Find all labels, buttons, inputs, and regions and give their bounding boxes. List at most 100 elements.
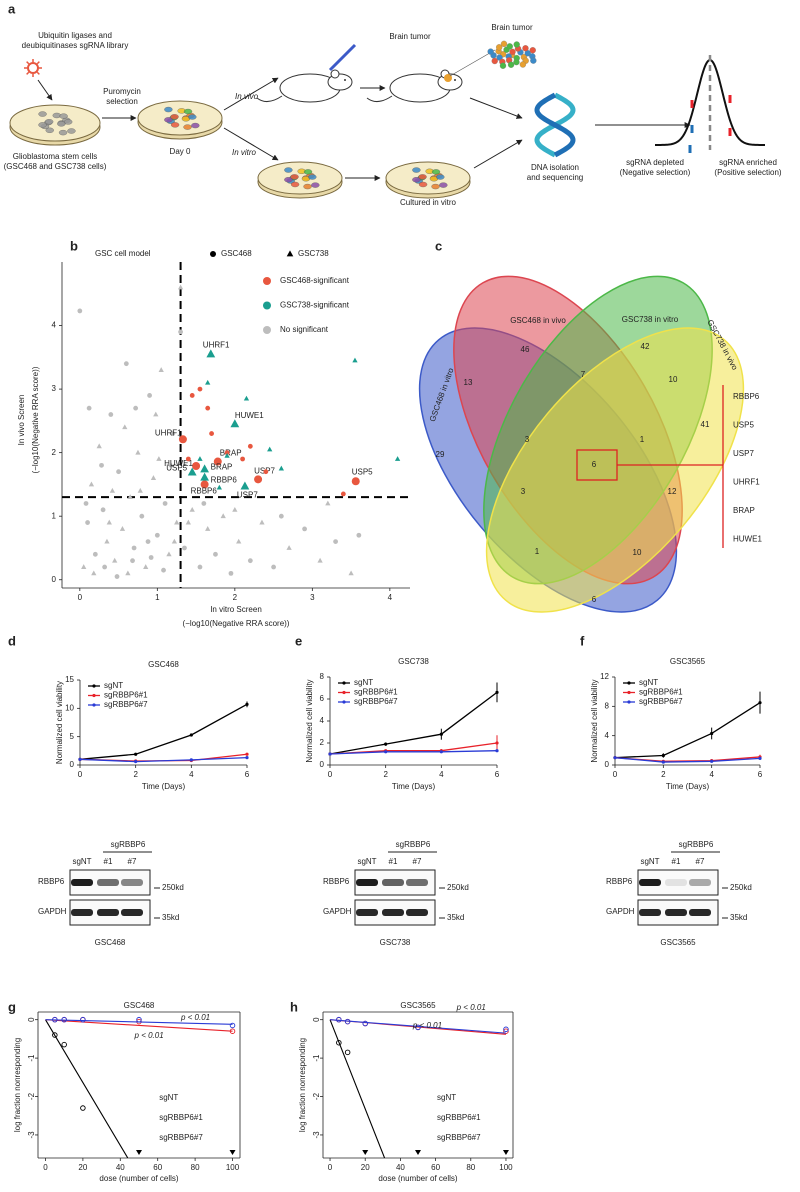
point	[384, 742, 388, 746]
point	[503, 1026, 509, 1033]
point	[170, 431, 176, 436]
y-tick-label: 0	[70, 760, 75, 769]
point-label: BRAP	[211, 462, 233, 471]
legend-label: sgNT	[639, 678, 658, 687]
y-tick-label: 12	[600, 672, 609, 681]
series-line	[614, 702, 761, 759]
virus-icon	[24, 59, 42, 77]
gene-label: UHRF1	[733, 478, 760, 487]
y-tick-label: -3	[27, 1131, 36, 1139]
virus-spike	[26, 61, 30, 65]
tumor-cell	[522, 45, 529, 52]
y-tick-label: 1	[52, 511, 57, 520]
point	[236, 538, 242, 544]
x-tick-label: 6	[758, 770, 763, 779]
censored-point	[362, 1150, 369, 1155]
point	[245, 756, 249, 760]
point	[710, 759, 714, 763]
x-tick-label: 40	[116, 1163, 125, 1172]
schematic-label: (Positive selection)	[714, 168, 781, 177]
gene-label: RBBP6	[733, 392, 760, 401]
band	[356, 909, 378, 916]
x-tick-label: 0	[78, 593, 83, 602]
point	[220, 513, 226, 519]
x-tick-label: 6	[245, 770, 250, 779]
row-label: GAPDH	[606, 907, 635, 916]
x-tick-label: 3	[310, 593, 315, 602]
point	[197, 386, 203, 392]
x-tick-label: 4	[709, 770, 714, 779]
point	[145, 539, 151, 545]
point	[245, 752, 249, 756]
legend-marker	[263, 277, 271, 285]
cell	[38, 122, 47, 128]
point	[362, 1020, 368, 1027]
tumor-cell	[509, 48, 516, 55]
censored-point	[502, 1150, 509, 1155]
point	[143, 564, 149, 569]
panel-label: f	[580, 633, 585, 648]
point	[439, 750, 443, 754]
schematic-label: Brain tumor	[491, 23, 533, 32]
x-tick-label: 100	[499, 1163, 513, 1172]
point	[344, 1049, 351, 1056]
pointer	[449, 49, 496, 77]
lane-label: sgNT	[640, 857, 659, 866]
point	[351, 477, 360, 486]
gene-label: USP7	[733, 449, 754, 458]
distribution-curve	[654, 58, 766, 146]
legend-label: sgRBBP6#1	[437, 1113, 481, 1122]
cell	[303, 169, 313, 175]
size-marker: 250kd	[162, 883, 184, 892]
legend-marker	[627, 690, 631, 695]
virus	[27, 62, 39, 74]
point-label: UHRF1	[203, 340, 230, 349]
point	[85, 520, 90, 525]
x-tick-label: 40	[396, 1163, 405, 1172]
point	[80, 1016, 86, 1023]
legend-marker	[627, 681, 631, 685]
venn-count: 3	[525, 435, 530, 444]
schematic-label: Day 0	[170, 147, 191, 156]
point	[613, 756, 617, 760]
x-tick-label: 20	[78, 1163, 87, 1172]
series-line	[614, 757, 761, 763]
arrow	[473, 139, 523, 169]
point	[109, 487, 116, 493]
dish	[385, 161, 471, 195]
y-axis-label: In vivo Screen	[17, 395, 26, 446]
point	[197, 456, 203, 461]
point	[267, 446, 273, 452]
point	[228, 570, 234, 576]
dna-strand	[534, 92, 576, 158]
legend-label: sgRBBP6#1	[104, 691, 148, 700]
tumor-cell	[519, 61, 527, 68]
y-tick-label: 0	[27, 1017, 36, 1022]
point	[415, 1024, 421, 1031]
legend-label: sgNT	[354, 678, 373, 687]
virus-spike	[26, 71, 30, 75]
arrow	[37, 79, 53, 101]
schematic-label: Puromycin	[103, 87, 141, 96]
x-axis-label: In vitro Screen	[210, 605, 262, 614]
schematic-label: Cultured in vitro	[400, 198, 457, 207]
y-tick-label: 6	[320, 694, 325, 703]
schematic-label: (GSC468 and GSC738 cells)	[4, 162, 107, 171]
venn-set	[485, 327, 745, 613]
point	[185, 519, 191, 525]
panel-label: e	[295, 633, 302, 648]
cell	[431, 169, 441, 175]
size-marker: 250kd	[447, 883, 469, 892]
schematic-label: selection	[106, 97, 138, 106]
point	[192, 461, 201, 470]
point	[200, 464, 210, 473]
cell	[412, 177, 421, 183]
point	[88, 481, 95, 487]
legend-label: sgRBBP6#1	[159, 1113, 203, 1122]
point	[495, 690, 499, 695]
mouse-tail	[366, 95, 393, 102]
x-axis-label: dose (number of cells)	[378, 1174, 457, 1183]
point	[187, 467, 197, 476]
point	[77, 308, 83, 314]
point	[134, 752, 138, 756]
